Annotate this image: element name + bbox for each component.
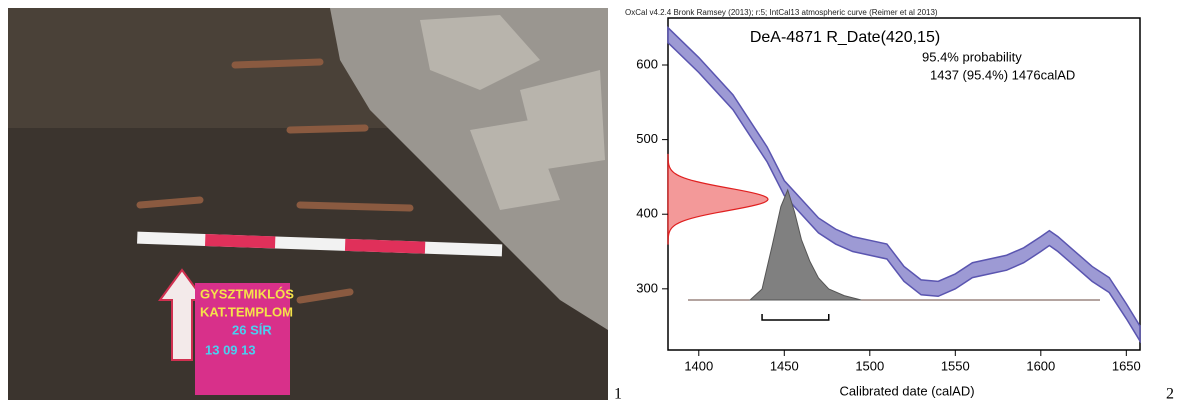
x-tick-label: 1600 [1026, 358, 1055, 373]
scale-segment [205, 234, 275, 248]
y-tick-label: 300 [636, 280, 658, 295]
figure: GYSZTMIKLÓS KAT.TEMPLOM 26 SÍR 13 09 13 … [0, 0, 1180, 405]
range-bracket [762, 314, 829, 320]
x-tick-label: 1500 [855, 358, 884, 373]
y-tick-label: 600 [636, 56, 658, 71]
bone [290, 128, 365, 130]
sign-line: GYSZTMIKLÓS [200, 286, 294, 301]
figure-svg: GYSZTMIKLÓS KAT.TEMPLOM 26 SÍR 13 09 13 … [0, 0, 1180, 405]
x-tick-label: 1450 [770, 358, 799, 373]
x-tick-label: 1650 [1112, 358, 1141, 373]
x-tick-label: 1400 [684, 358, 713, 373]
figure-label: 1 [614, 386, 622, 403]
header: OxCal v4.2.4 Bronk Ramsey (2013); r:5; I… [625, 8, 938, 17]
measurement-distribution [668, 155, 768, 245]
y-tick-label: 400 [636, 206, 658, 221]
sign-line: KAT.TEMPLOM [200, 304, 293, 319]
y-tick-label: 500 [636, 131, 658, 146]
bone [235, 62, 320, 65]
sign-line: 26 SÍR [232, 322, 272, 337]
chart-title: DeA-4871 R_Date(420,15) [750, 29, 940, 46]
bone [140, 200, 200, 205]
sign-line: 13 09 13 [205, 342, 256, 357]
bone [300, 205, 410, 208]
range-label: 1437 (95.4%) 1476calAD [930, 67, 1075, 82]
figure-label: 2 [1166, 386, 1174, 403]
x-axis-label: Calibrated date (calAD) [839, 383, 974, 398]
probability-label: 95.4% probability [922, 49, 1022, 64]
x-tick-label: 1550 [941, 358, 970, 373]
